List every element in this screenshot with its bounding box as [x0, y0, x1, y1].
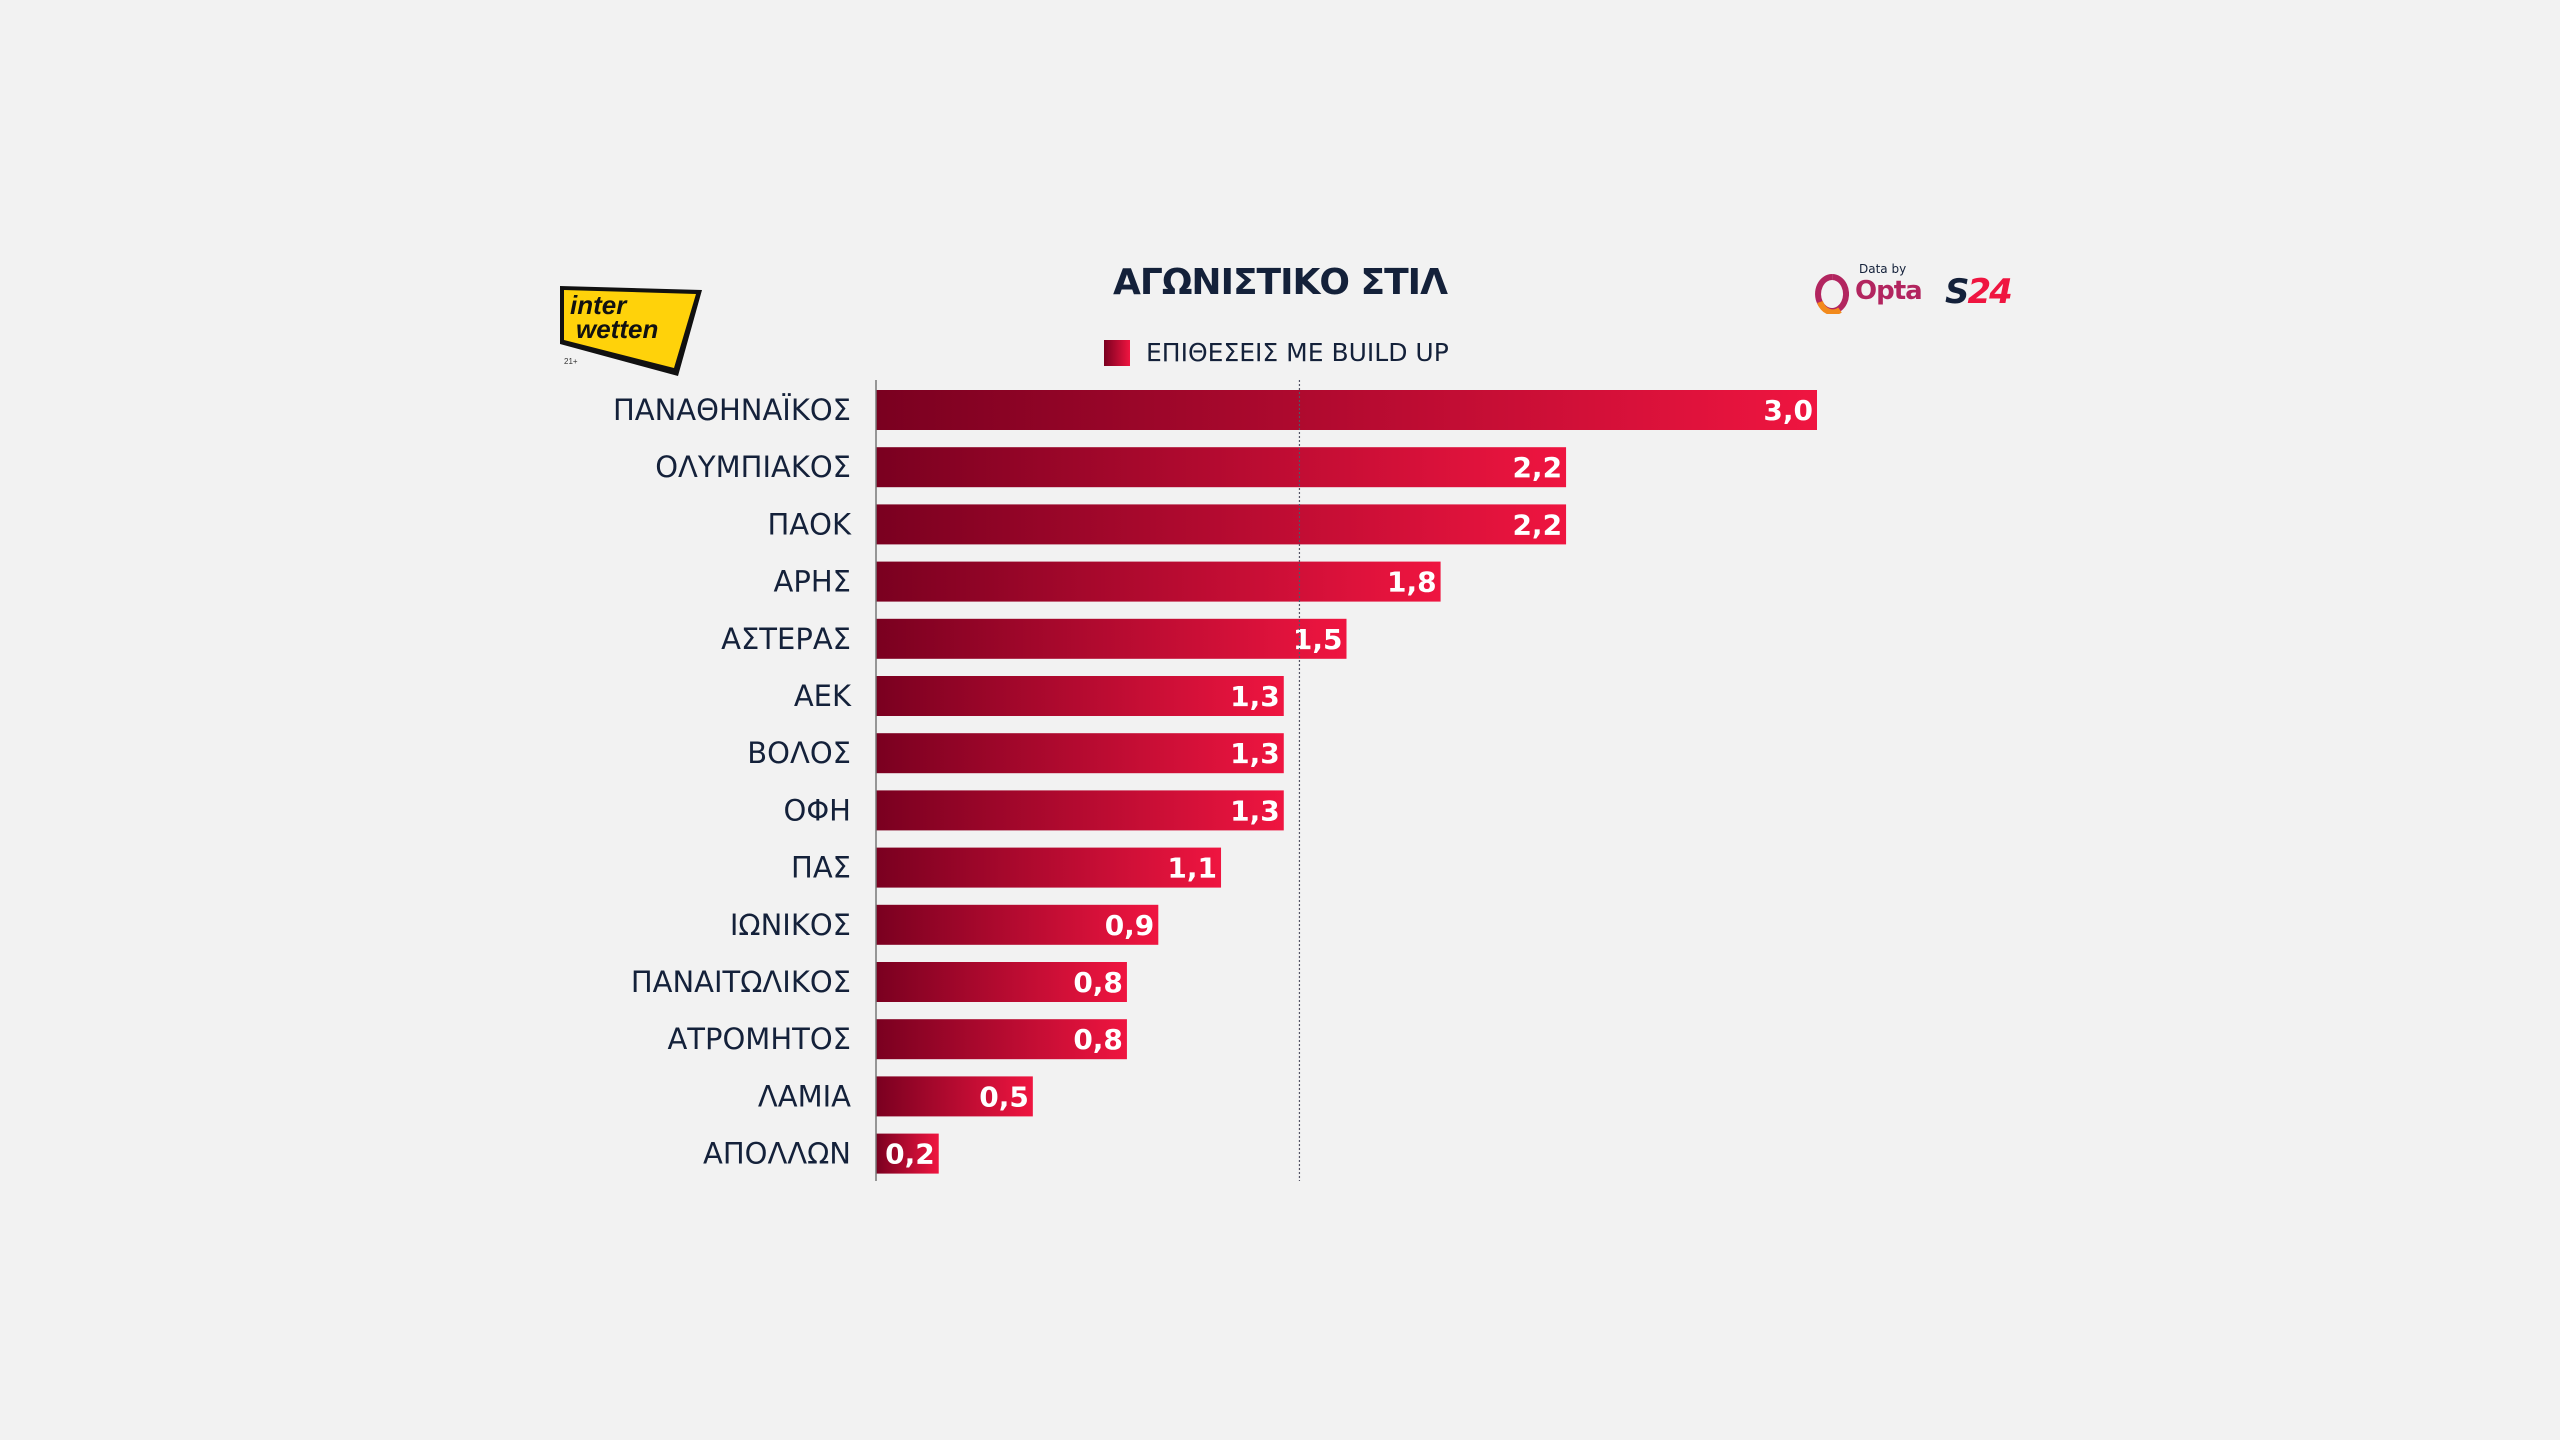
svg-text:21+: 21+	[564, 357, 578, 366]
data-label: 1,8	[1387, 566, 1437, 599]
data-label: 1,1	[1167, 852, 1217, 885]
data-label: 0,9	[1105, 909, 1155, 942]
bar	[876, 733, 1284, 774]
svg-text:inter: inter	[570, 290, 628, 320]
interwetten-logo: inter wetten 21+	[560, 286, 702, 376]
data-label: 0,2	[885, 1138, 935, 1171]
category-label: ΑΡΗΣ	[774, 565, 851, 599]
category-label: ΠΑΝΑΙΤΩΛΙΚΟΣ	[631, 965, 851, 999]
category-label: ΙΩΝΙΚΟΣ	[730, 908, 851, 942]
bar	[876, 1076, 1033, 1117]
category-label: ΑΣΤΕΡΑΣ	[721, 622, 851, 656]
category-label: ΑΕΚ	[794, 679, 852, 713]
category-label: ΠΑΟΚ	[768, 507, 852, 541]
category-label: ΟΛΥΜΠΙΑΚΟΣ	[655, 450, 851, 484]
bar	[876, 504, 1567, 545]
svg-text:wetten: wetten	[576, 314, 658, 344]
bar	[876, 847, 1222, 888]
data-label: 1,3	[1230, 737, 1280, 770]
bar	[876, 618, 1347, 659]
bar	[876, 390, 1817, 430]
bar	[876, 790, 1284, 831]
category-label: ΒΟΛΟΣ	[747, 736, 851, 770]
category-label: ΠΑΣ	[791, 851, 851, 885]
bar	[876, 1019, 1127, 1060]
data-label: 2,2	[1512, 451, 1562, 484]
bar	[876, 561, 1441, 602]
s24-logo: S24	[1945, 272, 2013, 312]
data-label: 3,0	[1763, 394, 1813, 427]
data-label: 0,8	[1073, 966, 1123, 999]
data-label: 0,8	[1073, 1023, 1123, 1056]
bar	[876, 1133, 939, 1174]
opta-icon	[1815, 274, 1849, 314]
category-label: ΑΠΟΛΛΩΝ	[703, 1137, 851, 1171]
legend-label: ΕΠΙΘΕΣΕΙΣ ΜΕ BUILD UP	[1146, 338, 1449, 367]
data-label: 2,2	[1512, 508, 1562, 541]
bar	[876, 962, 1127, 1002]
category-label: ΠΑΝΑΘΗΝΑΪΚΟΣ	[613, 393, 851, 427]
legend: ΕΠΙΘΕΣΕΙΣ ΜΕ BUILD UP	[1104, 338, 1449, 367]
legend-swatch	[1104, 339, 1130, 366]
bar	[876, 904, 1159, 945]
data-label: 1,3	[1230, 794, 1280, 827]
bar	[876, 447, 1567, 488]
category-label: ΑΤΡΟΜΗΤΟΣ	[667, 1022, 851, 1056]
category-label: ΟΦΗ	[784, 793, 851, 827]
category-label: ΛΑΜΙΑ	[758, 1079, 851, 1113]
chart-title: ΑΓΩΝΙΣΤΙΚΟ ΣΤΙΛ	[1113, 262, 1448, 303]
data-label: 0,5	[979, 1080, 1029, 1113]
bar	[876, 676, 1284, 716]
data-by-label: Data by	[1859, 262, 1907, 276]
data-label: 1,5	[1293, 623, 1343, 656]
opta-label: Opta	[1855, 276, 1923, 306]
data-provider-logos: Data by Opta S24	[1815, 262, 2030, 314]
data-label: 1,3	[1230, 680, 1280, 713]
